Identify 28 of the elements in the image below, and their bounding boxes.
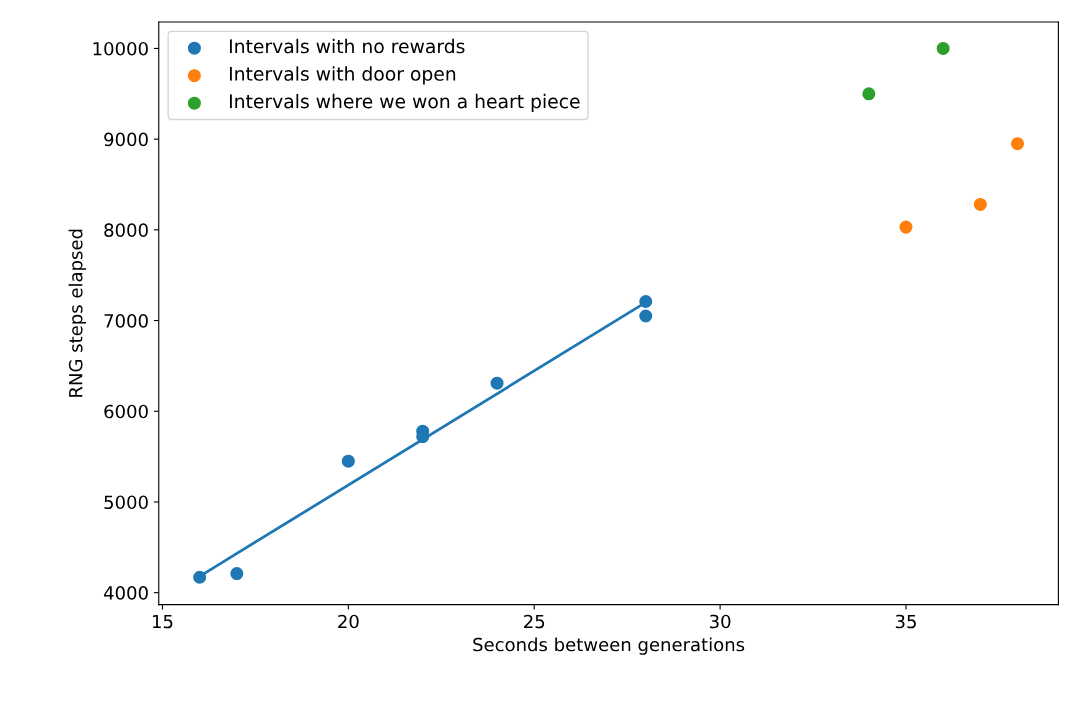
y-tick-label: 9000 (104, 132, 148, 147)
y-tick-label: 10000 (93, 41, 148, 56)
point (973, 197, 987, 211)
y-axis-title: RNG steps elapsed (68, 229, 87, 397)
point (193, 570, 207, 584)
point (639, 309, 653, 323)
point (862, 87, 876, 101)
legend-label: Intervals where we won a heart piece (229, 93, 580, 113)
point (936, 41, 950, 55)
point (899, 220, 913, 234)
x-tick-label: 25 (524, 614, 545, 629)
x-tick-label: 20 (338, 614, 359, 629)
y-tick-label: 5000 (104, 495, 148, 510)
y-tick-label: 8000 (104, 223, 148, 237)
point (639, 294, 653, 309)
y-tick-label: 7000 (104, 314, 148, 328)
point (490, 376, 504, 390)
point (230, 567, 244, 581)
point (1011, 137, 1025, 151)
legend-label: Intervals with no rewards (229, 38, 465, 54)
x-tick-label: 30 (709, 614, 731, 629)
x-axis-title: Seconds between generations (473, 637, 745, 655)
x-tick-label: 35 (895, 614, 916, 629)
point (341, 454, 355, 468)
y-tick-label: 6000 (104, 404, 148, 419)
y-tick-label: 4000 (103, 586, 148, 600)
legend-label: Intervals with door open (229, 66, 456, 85)
x-tick-label: 15 (152, 614, 173, 629)
